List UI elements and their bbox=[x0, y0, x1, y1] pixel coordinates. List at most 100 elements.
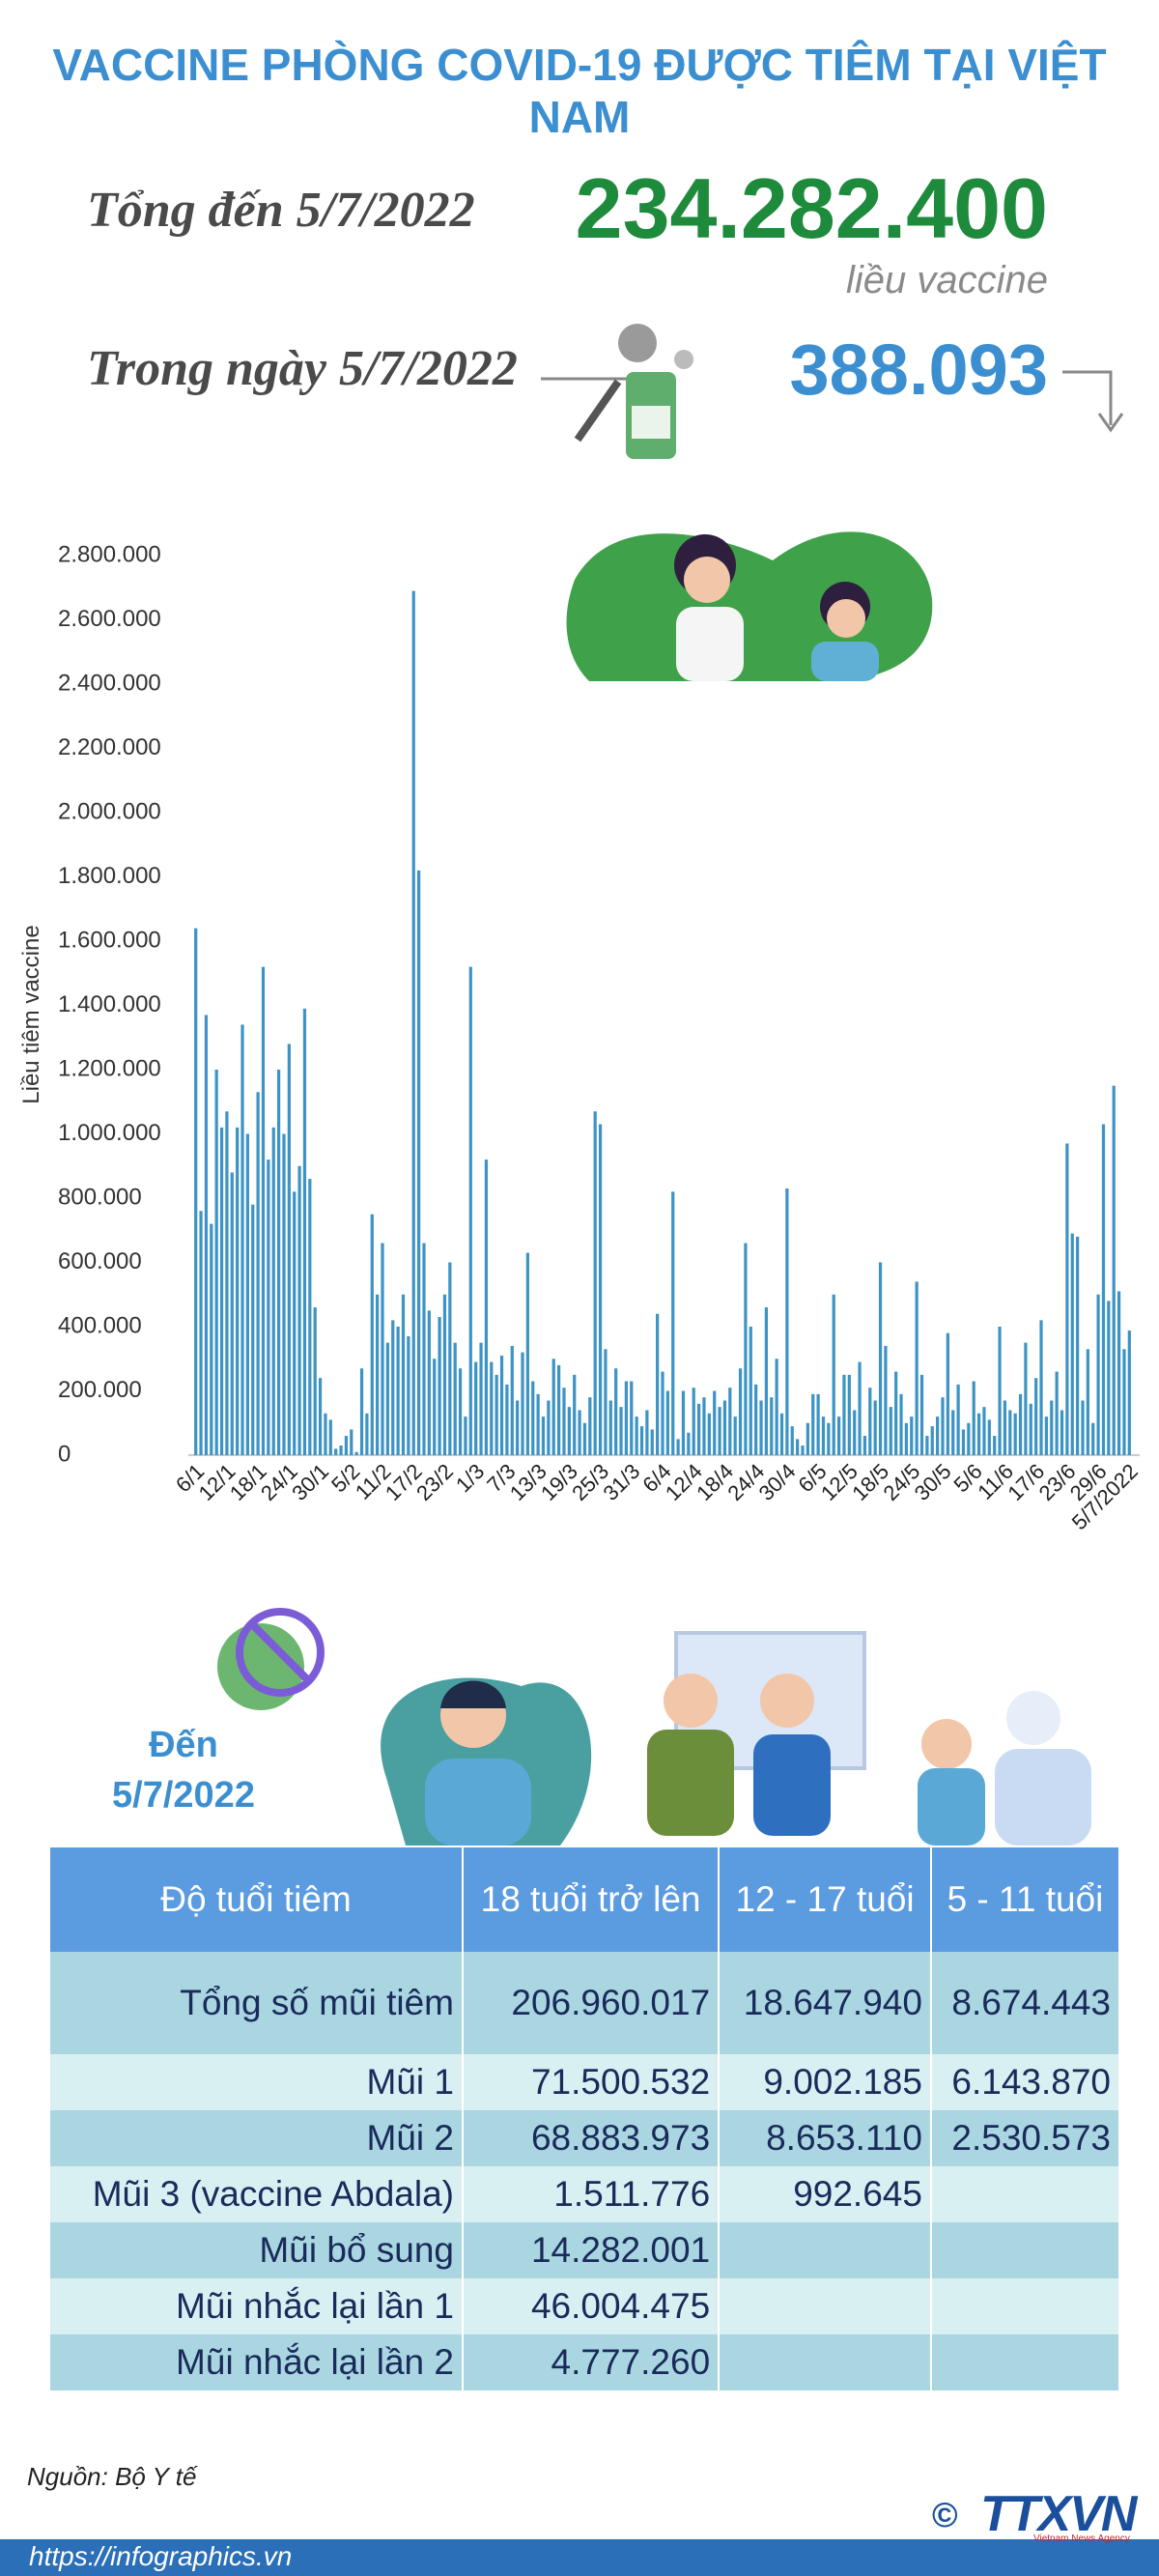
bar bbox=[516, 1400, 520, 1455]
source: Nguồn: Bộ Y tế bbox=[27, 2462, 197, 2491]
y-tick-label: 1.200.000 bbox=[58, 1055, 161, 1081]
total-value: 234.282.400 bbox=[575, 160, 1048, 256]
row-header: Mũi bổ sung bbox=[50, 2222, 464, 2278]
bar bbox=[334, 1448, 338, 1455]
bar bbox=[261, 966, 266, 1455]
x-tick-label: 30/1 bbox=[287, 1459, 333, 1505]
bar bbox=[707, 1413, 711, 1455]
bar bbox=[749, 1327, 752, 1455]
cell bbox=[719, 2222, 932, 2278]
bar bbox=[733, 1417, 737, 1455]
bar bbox=[598, 1124, 603, 1455]
title: VACCINE PHÒNG COVID-19 ĐƯỢC TIÊM TẠI VIỆ… bbox=[52, 40, 1107, 142]
y-tick-label: 2.000.000 bbox=[58, 798, 161, 824]
bar bbox=[1122, 1349, 1126, 1455]
bar bbox=[582, 1422, 587, 1455]
bar bbox=[1096, 1294, 1100, 1455]
table: Độ tuổi tiêm 18 tuổi trở lên 12 - 17 tuổi 5… bbox=[50, 1847, 1121, 2390]
bar bbox=[562, 1388, 566, 1455]
bar bbox=[427, 1310, 431, 1455]
bar bbox=[630, 1381, 634, 1455]
bar bbox=[495, 1374, 498, 1455]
bar bbox=[376, 1294, 380, 1455]
bar bbox=[350, 1429, 353, 1455]
bar bbox=[407, 1335, 410, 1455]
row-header: Mũi 2 bbox=[50, 2110, 464, 2166]
bar bbox=[816, 1393, 820, 1455]
bar bbox=[1101, 1124, 1106, 1455]
x-tick-label: 30/4 bbox=[754, 1459, 801, 1505]
bar bbox=[256, 1092, 260, 1455]
total-unit: liều vaccine bbox=[845, 259, 1048, 301]
row-header: Mũi nhắc lại lần 1 bbox=[50, 2278, 464, 2334]
bar bbox=[573, 1374, 577, 1455]
bar bbox=[1034, 1378, 1038, 1455]
bar bbox=[956, 1384, 960, 1455]
bar bbox=[1107, 1301, 1111, 1455]
bar bbox=[318, 1378, 323, 1455]
bar bbox=[961, 1429, 966, 1455]
y-tick-label: 0 bbox=[58, 1441, 71, 1467]
url: https://infographics.vn bbox=[29, 2541, 293, 2571]
as-of-line: Đến bbox=[149, 1725, 218, 1765]
bar bbox=[1076, 1236, 1080, 1455]
cell bbox=[930, 2278, 1121, 2334]
bar bbox=[365, 1413, 369, 1455]
bar bbox=[271, 1127, 275, 1455]
bar bbox=[951, 1410, 955, 1455]
bar bbox=[946, 1332, 949, 1455]
illustrations bbox=[217, 1608, 1091, 1846]
bar bbox=[696, 1403, 701, 1455]
bar bbox=[919, 1374, 924, 1455]
bar bbox=[1013, 1413, 1017, 1455]
cell: 9.002.185 bbox=[719, 2054, 932, 2110]
bar bbox=[790, 1426, 794, 1455]
bar bbox=[251, 1204, 255, 1455]
bar bbox=[847, 1374, 851, 1455]
bottom-bar bbox=[0, 2539, 1159, 2576]
bar bbox=[821, 1417, 826, 1455]
cell: 14.282.001 bbox=[463, 2222, 721, 2278]
bar bbox=[681, 1390, 686, 1455]
bar bbox=[1039, 1320, 1043, 1455]
bar bbox=[531, 1381, 535, 1455]
bar bbox=[214, 1070, 218, 1455]
bar bbox=[422, 1243, 426, 1455]
bar bbox=[324, 1413, 327, 1455]
bar bbox=[1117, 1291, 1121, 1455]
bar bbox=[738, 1368, 743, 1455]
table-row: Tổng số mũi tiêm 206.960.017 18.647.940 8.6… bbox=[50, 1952, 1121, 2054]
bar bbox=[525, 1252, 529, 1455]
cell bbox=[719, 2278, 932, 2334]
bar bbox=[604, 1349, 608, 1455]
bar bbox=[635, 1417, 638, 1455]
bar bbox=[1008, 1410, 1012, 1455]
bar bbox=[328, 1419, 332, 1455]
y-tick-label: 2.400.000 bbox=[58, 670, 161, 696]
bar bbox=[806, 1422, 809, 1455]
bar bbox=[282, 1133, 286, 1455]
cell: 992.645 bbox=[719, 2166, 932, 2222]
bar bbox=[1029, 1403, 1032, 1455]
bar bbox=[862, 1436, 867, 1455]
header-cell: 18 tuổi trở lên bbox=[463, 1847, 721, 1952]
bar bbox=[219, 1127, 224, 1455]
bar bbox=[1018, 1393, 1023, 1455]
bar bbox=[240, 1024, 244, 1455]
header-cell: 5 - 11 tuổi bbox=[930, 1847, 1121, 1952]
table-row: Mũi 1 71.500.532 9.002.185 6.143.870 bbox=[50, 2054, 1121, 2110]
bar bbox=[293, 1191, 297, 1455]
table-row: Mũi nhắc lại lần 1 46.004.475 bbox=[50, 2278, 1121, 2334]
bar bbox=[593, 1111, 597, 1455]
bar bbox=[853, 1410, 857, 1455]
bar bbox=[894, 1371, 898, 1455]
y-tick-label: 400.000 bbox=[58, 1312, 142, 1338]
bar bbox=[972, 1381, 975, 1455]
y-tick-label: 2.600.000 bbox=[58, 606, 161, 632]
bar bbox=[619, 1407, 623, 1455]
bar bbox=[411, 590, 415, 1455]
bar bbox=[359, 1368, 364, 1455]
y-tick-label: 2.800.000 bbox=[58, 541, 161, 567]
cell: 18.647.940 bbox=[719, 1952, 932, 2054]
